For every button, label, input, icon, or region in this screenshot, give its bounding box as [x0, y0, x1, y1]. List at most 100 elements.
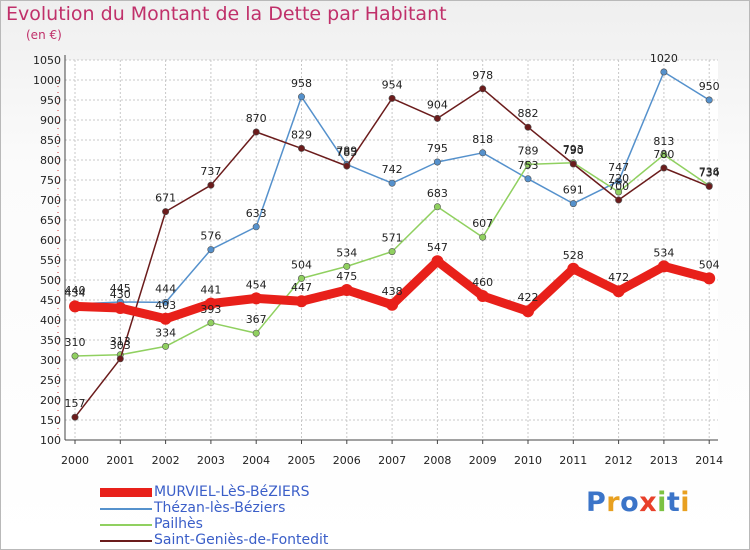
data-label: 734	[699, 166, 720, 179]
data-label: 475	[336, 270, 357, 283]
y-tick-label: 800	[40, 154, 61, 167]
data-label: 447	[291, 281, 312, 294]
y-tick-label: 100	[40, 434, 61, 447]
data-point	[388, 179, 396, 187]
data-label: 633	[246, 207, 267, 220]
data-point	[660, 68, 668, 76]
data-label: 445	[110, 282, 131, 295]
data-label: 576	[200, 230, 221, 243]
data-label: 950	[699, 80, 720, 93]
data-label: 313	[110, 335, 131, 348]
x-tick-label: 2002	[152, 454, 180, 467]
legend-swatch-thezan	[100, 508, 152, 510]
data-label: 870	[246, 112, 267, 125]
x-tick-label: 2009	[469, 454, 497, 467]
y-tick-label: 500	[40, 274, 61, 287]
data-point	[479, 85, 487, 93]
data-label: 504	[291, 258, 312, 271]
data-label: 303	[110, 339, 131, 352]
data-point	[522, 305, 534, 318]
proxiti-logo: Proxiti	[586, 487, 690, 518]
data-point	[388, 248, 396, 256]
data-point	[116, 355, 124, 363]
x-tick-label: 2007	[378, 454, 406, 467]
data-point	[524, 175, 532, 183]
y-tick-label: 650	[40, 214, 61, 227]
x-tick-label: 2005	[288, 454, 316, 467]
data-label: 1020	[650, 52, 678, 65]
x-tick-label: 2012	[605, 454, 633, 467]
data-point	[252, 128, 260, 136]
data-point	[479, 149, 487, 157]
data-point	[159, 312, 172, 325]
data-label: 534	[653, 246, 674, 259]
data-label: 472	[608, 271, 629, 284]
data-label: 504	[699, 258, 720, 271]
data-label: 789	[336, 144, 357, 157]
data-label: 737	[200, 165, 221, 178]
data-point	[162, 298, 170, 306]
data-point	[343, 262, 351, 270]
data-label: 829	[291, 128, 312, 141]
data-label: 978	[472, 69, 493, 82]
data-point	[479, 233, 487, 241]
data-label: 460	[472, 276, 493, 289]
data-label: 780	[653, 148, 674, 161]
data-point	[433, 158, 441, 166]
y-tick-label: 900	[40, 114, 61, 127]
data-point	[388, 94, 396, 102]
chart-title: Evolution du Montant de la Dette par Hab…	[6, 3, 447, 25]
data-label: 607	[472, 217, 493, 230]
data-point	[615, 188, 623, 196]
logo-letter: t	[666, 487, 681, 518]
x-tick-label: 2010	[514, 454, 542, 467]
data-point	[431, 255, 444, 268]
data-point	[433, 203, 441, 211]
chart-subtitle: (en €)	[26, 28, 62, 42]
data-point	[71, 413, 79, 421]
x-tick-label: 2006	[333, 454, 361, 467]
data-label: 813	[653, 135, 674, 148]
data-point	[162, 208, 170, 216]
y-tick-label: 250	[40, 374, 61, 387]
y-tick-label: 1050	[33, 54, 61, 67]
data-label: 691	[563, 184, 584, 197]
x-tick-label: 2013	[650, 454, 678, 467]
data-point	[567, 262, 580, 275]
data-label: 547	[427, 241, 448, 254]
data-point	[615, 196, 623, 204]
data-label: 367	[246, 313, 267, 326]
data-point	[660, 151, 668, 159]
x-tick-label: 2008	[423, 454, 451, 467]
data-point	[524, 123, 532, 131]
data-point	[569, 160, 577, 168]
x-tick-label: 2003	[197, 454, 225, 467]
legend-label-pailhes: Pailhès	[154, 516, 203, 532]
data-label: 736	[699, 166, 720, 179]
data-label: 795	[427, 142, 448, 155]
data-label: 454	[246, 278, 267, 291]
data-label: 789	[518, 144, 539, 157]
y-tick-label: 450	[40, 294, 61, 307]
data-label: 422	[518, 291, 539, 304]
data-label: 393	[200, 303, 221, 316]
y-tick-label: 600	[40, 234, 61, 247]
data-point	[207, 319, 215, 327]
y-tick-label: 150	[40, 414, 61, 427]
data-label: 742	[382, 163, 403, 176]
data-point	[297, 144, 305, 152]
data-point	[69, 300, 81, 313]
data-label: 438	[382, 285, 403, 298]
data-point	[705, 96, 713, 104]
data-point	[569, 200, 577, 208]
legend-label-thezan: Thézan-lès-Béziers	[154, 500, 286, 516]
data-label: 793	[563, 143, 584, 156]
data-point	[703, 272, 716, 285]
data-point	[207, 246, 215, 254]
data-point	[615, 177, 623, 185]
x-tick-label: 2000	[61, 454, 89, 467]
legend-label-murviel: MURVIEL-LèS-BéZIERS	[154, 484, 310, 500]
legend-swatch-saint-genies	[100, 540, 152, 542]
data-label: 904	[427, 98, 448, 111]
